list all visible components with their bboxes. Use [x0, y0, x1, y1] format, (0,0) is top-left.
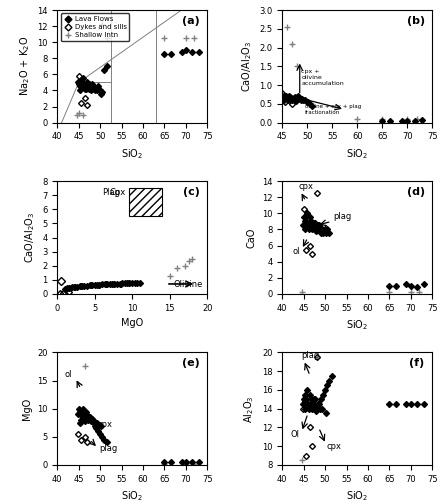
Text: (b): (b) [407, 16, 425, 26]
Text: Plag: Plag [102, 188, 120, 196]
Text: (d): (d) [407, 187, 425, 197]
Y-axis label: CaO/Al$_2$O$_3$: CaO/Al$_2$O$_3$ [23, 212, 37, 263]
Text: cpx: cpx [97, 420, 112, 430]
Text: cpx: cpx [327, 442, 342, 451]
Text: cpx: cpx [298, 182, 313, 191]
Y-axis label: CaO/Al$_2$O$_3$: CaO/Al$_2$O$_3$ [240, 40, 254, 92]
Text: Olivine: Olivine [174, 280, 203, 289]
Text: olivine + cpx + plag
fractionation: olivine + cpx + plag fractionation [305, 104, 361, 115]
X-axis label: SiO$_2$: SiO$_2$ [346, 318, 368, 332]
X-axis label: SiO$_2$: SiO$_2$ [121, 147, 143, 160]
Text: (c): (c) [183, 187, 200, 197]
Y-axis label: Al$_2$O$_3$: Al$_2$O$_3$ [243, 395, 256, 422]
Bar [129, 188, 162, 216]
Text: ol: ol [293, 246, 300, 256]
X-axis label: MgO: MgO [121, 318, 143, 328]
Text: cpx +
olivine
accumulation: cpx + olivine accumulation [301, 70, 344, 86]
Y-axis label: MgO: MgO [22, 398, 32, 420]
Text: plag: plag [99, 444, 118, 453]
Legend: Lava Flows, Dykes and sills, Shallow Intn: Lava Flows, Dykes and sills, Shallow Int… [61, 14, 130, 41]
X-axis label: SiO$_2$: SiO$_2$ [346, 490, 368, 500]
Text: Ol: Ol [291, 430, 300, 439]
Text: (f): (f) [409, 358, 425, 368]
Text: plag: plag [302, 351, 320, 360]
Y-axis label: CaO: CaO [247, 228, 257, 248]
Y-axis label: Na$_2$O + K$_2$O: Na$_2$O + K$_2$O [18, 36, 32, 96]
Text: plag: plag [334, 212, 352, 221]
Text: (e): (e) [182, 358, 200, 368]
X-axis label: SiO$_2$: SiO$_2$ [121, 490, 143, 500]
Text: (a): (a) [182, 16, 200, 26]
Text: Cpx: Cpx [110, 188, 126, 198]
X-axis label: SiO$_2$: SiO$_2$ [346, 147, 368, 160]
Text: ol: ol [65, 370, 72, 378]
